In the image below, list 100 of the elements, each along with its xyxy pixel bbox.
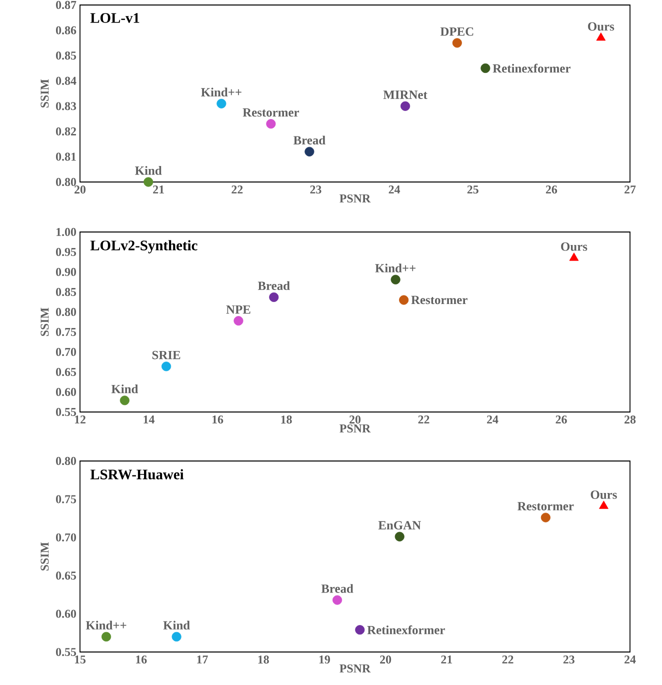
x-tick-label: 19 (319, 656, 330, 664)
series-label: SRIE (152, 350, 180, 360)
point (266, 119, 276, 129)
point (596, 32, 606, 41)
series-label: Ours (561, 242, 588, 251)
point (355, 625, 365, 635)
y-axis-title: SSIM (40, 79, 49, 108)
point (394, 532, 404, 542)
y-tick-label: 0.85 (56, 288, 76, 296)
x-tick-label: 27 (624, 186, 636, 194)
series-label: Ours (590, 490, 617, 499)
point (452, 38, 462, 48)
x-tick-label: 18 (258, 656, 269, 664)
series-label: Kind++ (375, 264, 416, 272)
y-tick-label: 0.70 (56, 348, 76, 356)
y-tick-label: 0.75 (56, 328, 76, 336)
y-tick-label: 0.95 (56, 248, 76, 256)
x-tick-label: 16 (136, 656, 147, 664)
series-label: DPEC (440, 27, 474, 36)
point (162, 362, 172, 372)
x-axis-title: PSNR (340, 664, 371, 672)
series-label: Ours (588, 22, 614, 31)
x-axis-title: PSNR (340, 194, 371, 202)
series-label: Retinexformer (492, 64, 570, 73)
y-tick-label: 0.80 (56, 178, 76, 186)
y-axis-title: SSIM (40, 308, 49, 336)
x-tick-label: 20 (380, 656, 392, 664)
x-tick-label: 17 (197, 656, 208, 664)
x-axis-title: PSNR (340, 424, 371, 432)
series-label: Kind++ (86, 620, 126, 630)
y-tick-label: 0.65 (56, 572, 76, 580)
y-tick-label: 0.60 (56, 610, 76, 618)
y-tick-label: 0.55 (56, 408, 76, 416)
point (332, 595, 342, 605)
point (144, 177, 154, 187)
x-tick-label: 16 (212, 416, 224, 424)
text: LOLv2-Synthetic (90, 240, 198, 254)
series-label: Kind (135, 166, 162, 175)
y-tick-label: 0.82 (56, 127, 76, 136)
point (234, 316, 244, 326)
series-label: Bread (321, 584, 354, 593)
y-tick-label: 0.70 (56, 533, 76, 542)
x-tick-label: 14 (144, 416, 154, 424)
y-tick-label: 1.00 (56, 228, 76, 236)
series-label: Restormer (518, 502, 574, 510)
x-tick-label: 22 (232, 186, 243, 194)
x-tick-label: 21 (441, 656, 452, 664)
series-label: EnGAN (378, 521, 421, 530)
x-tick-label: 23 (310, 186, 322, 194)
y-tick-label: 0.65 (56, 368, 76, 376)
x-tick-label: 24 (624, 656, 636, 664)
series-label: Retinexformer (367, 625, 445, 634)
point (269, 292, 279, 302)
x-tick-label: 25 (467, 186, 478, 194)
point (216, 98, 226, 108)
y-tick-label: 0.86 (56, 26, 76, 34)
point (480, 63, 490, 73)
point (304, 146, 314, 156)
series-label: Bread (293, 136, 326, 144)
x-tick-label: 24 (487, 416, 498, 424)
x-tick-label: 21 (153, 186, 164, 194)
point (540, 512, 550, 522)
point (390, 274, 400, 284)
y-tick-label: 0.80 (56, 308, 76, 316)
point (101, 632, 112, 642)
series-label: Restormer (411, 296, 468, 304)
point (599, 500, 608, 509)
x-tick-label: 20 (74, 186, 86, 194)
series-label: Kind (111, 384, 138, 394)
y-tick-label: 0.55 (56, 648, 76, 656)
x-tick-label: 26 (556, 416, 567, 424)
series-label: Kind (163, 620, 190, 630)
series-label: Bread (258, 281, 290, 290)
series-label: Kind++ (201, 88, 242, 96)
point (120, 396, 130, 406)
point (399, 295, 409, 305)
y-tick-label: 0.85 (56, 52, 76, 60)
x-tick-label: 28 (624, 416, 636, 424)
y-tick-label: 0.84 (56, 76, 76, 85)
y-tick-label: 0.83 (56, 102, 76, 110)
x-tick-label: 23 (563, 656, 574, 664)
y-tick-label: 0.90 (56, 268, 76, 276)
y-tick-label: 0.75 (56, 495, 76, 504)
series-label: NPE (226, 305, 250, 314)
point (400, 101, 410, 111)
y-tick-label: 0.80 (56, 456, 76, 466)
x-tick-label: 20 (350, 416, 361, 424)
y-tick-label: 0.81 (56, 152, 76, 161)
series-label: Restormer (242, 108, 300, 117)
x-tick-label: 22 (502, 656, 514, 664)
y-tick-label: 0.87 (56, 0, 76, 10)
x-tick-label: 12 (74, 416, 86, 424)
x-tick-label: 22 (418, 416, 430, 424)
x-tick-label: 24 (388, 186, 400, 194)
y-tick-label: 0.60 (56, 388, 76, 396)
x-tick-label: 15 (74, 656, 86, 664)
point (172, 632, 182, 642)
x-tick-label: 18 (281, 416, 292, 424)
point (569, 252, 579, 261)
y-axis-title: SSIM (40, 542, 49, 570)
